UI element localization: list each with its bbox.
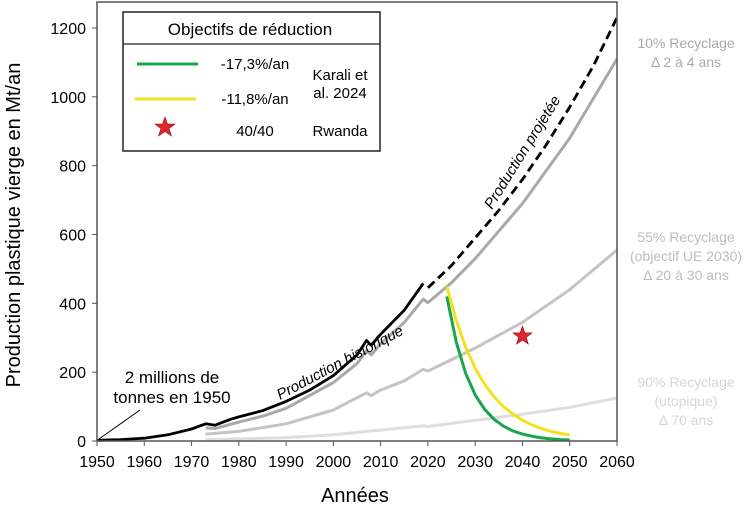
x-tick-label: 1960	[126, 454, 162, 471]
legend-label: -11,8%/an	[221, 91, 288, 108]
y-tick-label: 1000	[50, 90, 86, 107]
series-line-4	[205, 396, 618, 442]
recycling-label-0: 10% Recyclage	[637, 35, 734, 51]
x-tick-label: 1980	[221, 454, 257, 471]
annotation-1950: tonnes en 1950	[113, 388, 230, 407]
x-tick-label: 2050	[552, 454, 588, 471]
y-tick-label: 400	[59, 296, 86, 313]
legend-title: Objectifs de réduction	[168, 20, 332, 39]
y-tick-label: 600	[59, 227, 86, 244]
x-tick-label: 2040	[505, 454, 541, 471]
x-tick-label: 2010	[363, 454, 399, 471]
legend-label: -17,3%/an	[221, 56, 289, 73]
x-axis-label: Années	[321, 485, 389, 507]
recycling-label-0: Δ 2 à 4 ans	[651, 54, 721, 70]
y-axis-label: Production plastique vierge en Mt/an	[3, 63, 25, 388]
x-tick-label: 1990	[268, 454, 304, 471]
y-tick-label: 200	[59, 365, 86, 382]
recycling-label-1: Δ 20 à 30 ans	[643, 267, 729, 283]
recycling-label-2: (utopique)	[654, 393, 717, 409]
recycling-label-2: 90% Recyclage	[637, 374, 734, 390]
y-tick-label: 800	[59, 159, 86, 176]
y-tick-label: 1200	[50, 21, 86, 38]
series-line-2	[205, 58, 619, 431]
legend-source-karali: Karali et al. 2024	[312, 67, 368, 102]
series-line-0	[96, 282, 425, 442]
legend-star-icon	[154, 116, 176, 137]
x-tick-label: 2020	[410, 454, 446, 471]
plot-frame	[96, 1, 618, 442]
star-point-40-40	[512, 325, 533, 345]
series-line-6	[445, 285, 570, 437]
annotation-projetee: Production projetée	[481, 93, 564, 212]
annotation-pointer	[98, 409, 141, 440]
x-tick-label: 2000	[316, 454, 352, 471]
series-line-1	[426, 16, 619, 289]
legend-label: 40/40	[236, 123, 274, 140]
y-tick-label: 0	[77, 434, 86, 451]
legend-source-rwanda: Rwanda	[312, 123, 368, 140]
x-tick-label: 2030	[457, 454, 493, 471]
annotation-historique: Production historique	[274, 322, 406, 403]
series-line-3	[205, 248, 618, 436]
x-tick-label: 2060	[599, 454, 635, 471]
series-line-5	[445, 296, 570, 442]
legend: Objectifs de réduction -17,3%/an -11,8%/…	[122, 11, 381, 152]
recycling-label-2: Δ 70 ans	[659, 412, 714, 428]
recycling-label-1: 55% Recyclage	[637, 229, 734, 245]
recycling-label-1: (objectif UE 2030)	[630, 248, 742, 264]
x-tick-label: 1950	[79, 454, 115, 471]
x-tick-label: 1970	[174, 454, 210, 471]
annotation-1950: 2 millions de	[125, 368, 220, 387]
